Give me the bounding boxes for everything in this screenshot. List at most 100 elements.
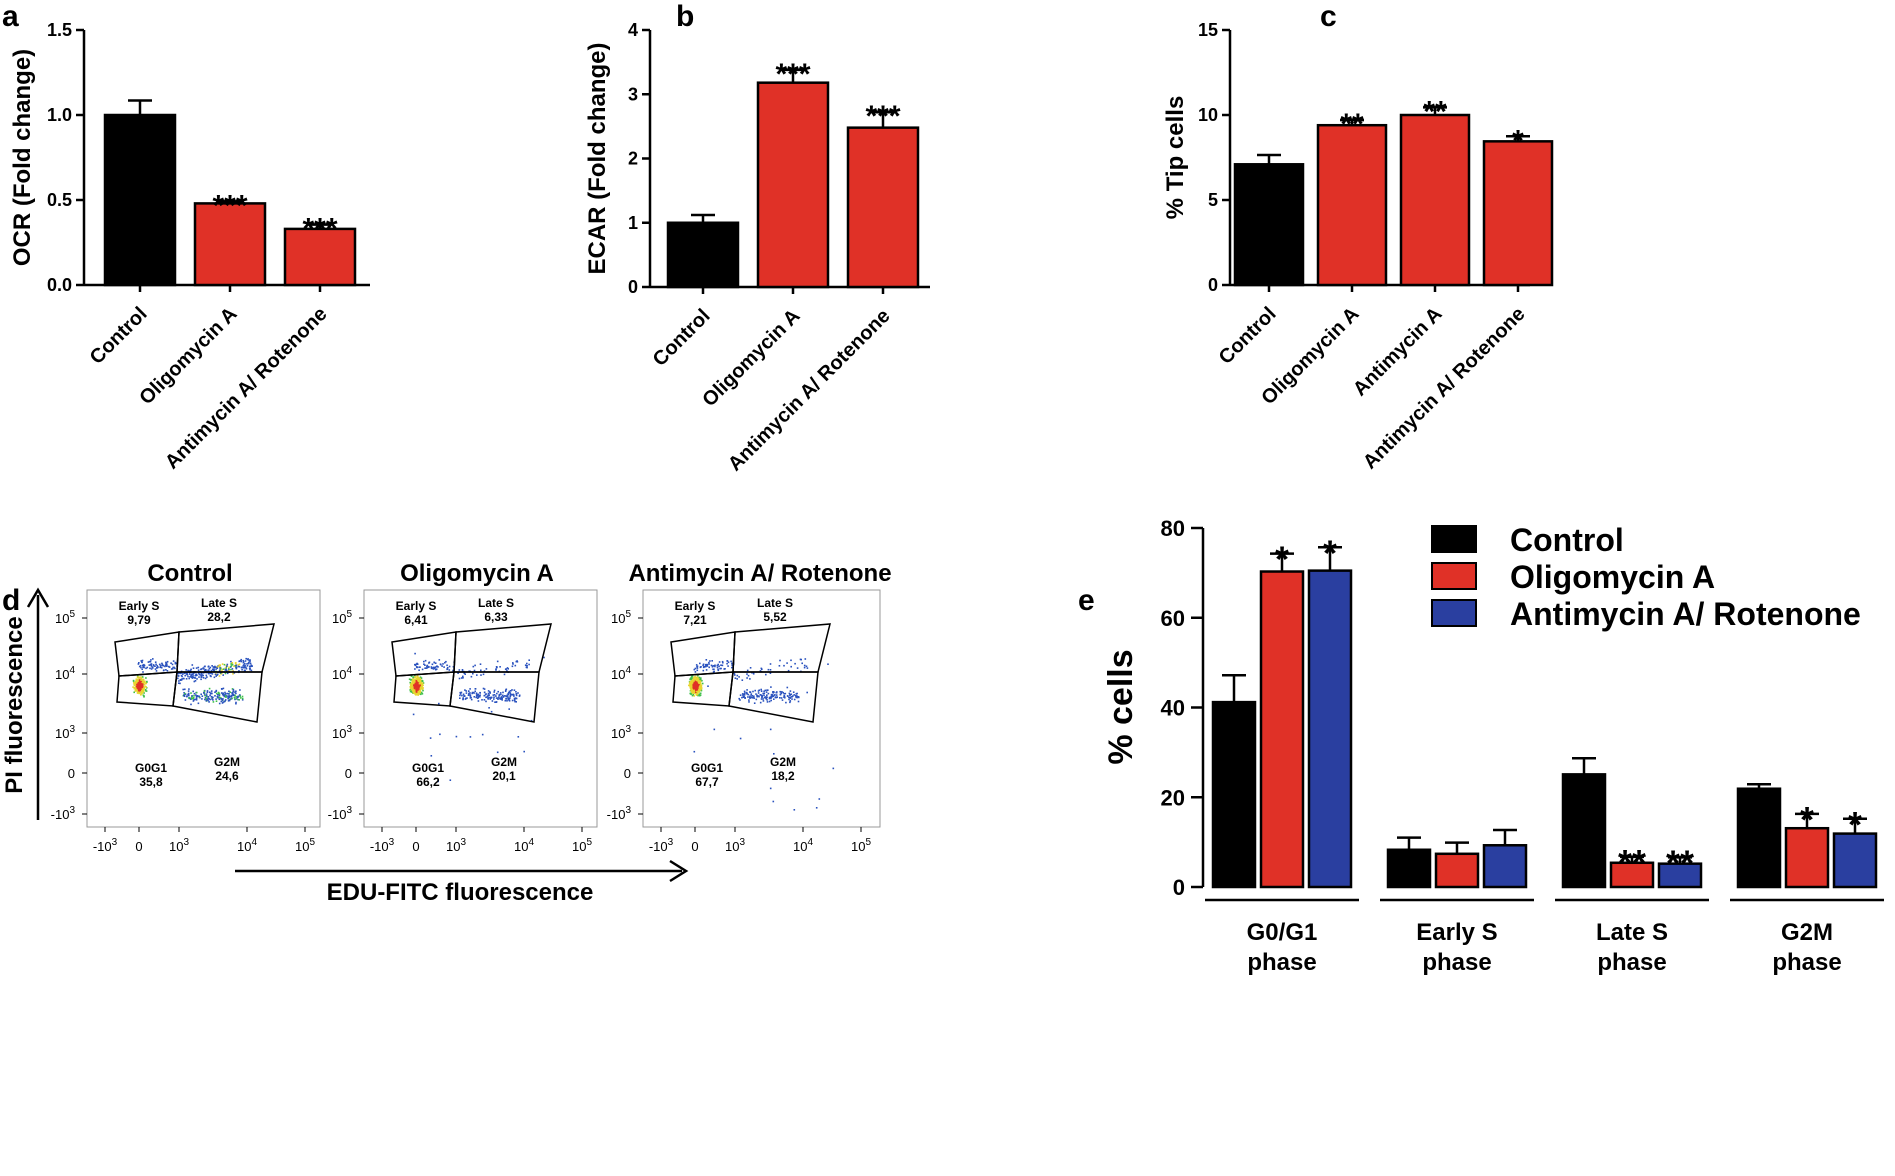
- flow-y-tick-label: 105: [611, 609, 631, 626]
- flow-event-dot: [145, 677, 147, 679]
- flow-event-dot: [692, 691, 695, 694]
- flow-event-dot: [139, 688, 141, 690]
- flow-event-dot: [691, 691, 693, 693]
- flow-plot-title: Antimycin A/ Rotenone: [628, 560, 891, 587]
- flow-event-dot: [140, 691, 142, 694]
- panel-letter-d: d: [2, 584, 20, 617]
- flow-event-dot: [235, 702, 237, 705]
- flow-event-dot: [743, 694, 746, 696]
- flow-event-dot: [434, 666, 436, 669]
- flow-event-dot: [415, 663, 418, 665]
- flow-event-dot: [412, 680, 415, 683]
- flow-event-dot: [761, 668, 763, 670]
- flow-event-dot: [411, 684, 414, 687]
- flow-event-dot: [240, 660, 242, 663]
- flow-event-dot: [502, 696, 505, 698]
- flow-event-dot: [202, 667, 204, 669]
- flow-event-dot: [217, 696, 219, 698]
- significance-marker: ***: [302, 213, 337, 246]
- flow-event-dot: [489, 692, 491, 694]
- flow-event-dot: [688, 684, 690, 687]
- flow-tick-exponent: 5: [309, 837, 315, 848]
- flow-tick-exponent: 3: [69, 805, 75, 816]
- flow-event-dot: [222, 687, 225, 690]
- flow-event-dot: [437, 780, 439, 783]
- flow-event-dot: [475, 696, 477, 699]
- flow-event-dot: [241, 697, 244, 700]
- flow-y-tick-label: 103: [332, 724, 352, 741]
- flow-event-dot: [768, 696, 771, 699]
- flow-event-dot: [140, 677, 143, 679]
- flow-event-dot: [419, 679, 422, 681]
- flow-event-dot: [415, 691, 418, 693]
- flow-event-dot: [190, 703, 192, 706]
- flow-tick-exponent: 4: [528, 837, 534, 848]
- flow-event-dot: [417, 690, 420, 693]
- flow-event-dot: [409, 683, 412, 685]
- flow-event-dot: [832, 767, 835, 770]
- flow-event-dot: [143, 689, 145, 691]
- flow-event-dot: [428, 662, 430, 664]
- flow-event-dot: [135, 678, 138, 680]
- flow-event-dot: [217, 696, 220, 698]
- y-tick-label: 20: [1161, 785, 1185, 810]
- group-label: Late S: [1596, 919, 1668, 946]
- flow-event-dot: [413, 690, 416, 692]
- flow-event-dot: [142, 679, 144, 681]
- flow-event-dot: [421, 668, 424, 671]
- flow-event-dot: [459, 697, 461, 699]
- flow-event-dot: [192, 674, 194, 676]
- flow-event-dot: [761, 696, 763, 698]
- flow-event-dot: [749, 667, 752, 669]
- flow-event-dot: [477, 695, 480, 698]
- flow-tick-exponent: 5: [69, 609, 75, 620]
- flow-event-dot: [421, 688, 424, 690]
- flow-event-dot: [218, 694, 221, 697]
- flow-event-dot: [513, 697, 516, 700]
- flow-event-dot: [750, 696, 753, 699]
- flow-event-dot: [160, 665, 162, 667]
- flow-event-dot: [140, 660, 142, 662]
- flow-event-dot: [484, 693, 487, 696]
- flow-event-dot: [140, 676, 142, 678]
- flow-event-dot: [517, 692, 519, 694]
- flow-event-dot: [435, 668, 438, 670]
- flow-event-dot: [137, 680, 139, 682]
- flow-event-dot: [135, 681, 138, 683]
- flow-event-dot: [506, 695, 508, 698]
- flow-event-dot: [772, 800, 775, 803]
- flow-event-dot: [190, 697, 193, 699]
- flow-event-dot: [187, 690, 190, 692]
- flow-event-dot: [138, 687, 141, 690]
- gate-g2m: [728, 671, 819, 723]
- flow-event-dot: [493, 698, 495, 700]
- flow-event-dot: [419, 687, 422, 689]
- flow-event-dot: [135, 685, 138, 688]
- flow-event-dot: [473, 696, 476, 698]
- flow-event-dot: [205, 674, 208, 677]
- flow-event-dot: [489, 696, 492, 699]
- significance-marker: *: [1512, 124, 1524, 157]
- flow-event-dot: [237, 665, 240, 668]
- flow-event-dot: [222, 694, 225, 697]
- y-tick-label: 2: [628, 149, 638, 169]
- flow-event-dot: [742, 693, 745, 695]
- flow-event-dot: [182, 677, 184, 680]
- flow-event-dot: [243, 669, 246, 672]
- flow-event-dot: [143, 696, 145, 698]
- flow-event-dot: [495, 701, 498, 703]
- flow-event-dot: [233, 697, 236, 699]
- flow-event-dot: [479, 663, 482, 665]
- flow-event-dot: [693, 689, 695, 692]
- flow-event-dot: [419, 693, 422, 696]
- flow-event-dot: [511, 665, 514, 668]
- flow-event-dot: [712, 665, 714, 667]
- flow-event-dot: [496, 660, 499, 663]
- flow-event-dot: [473, 692, 475, 694]
- flow-event-dot: [482, 687, 485, 690]
- flow-event-dot: [689, 678, 692, 681]
- flow-event-dot: [235, 667, 238, 670]
- flow-tick-exponent: 3: [346, 805, 352, 816]
- flow-event-dot: [409, 689, 411, 691]
- flow-event-dot: [196, 674, 198, 676]
